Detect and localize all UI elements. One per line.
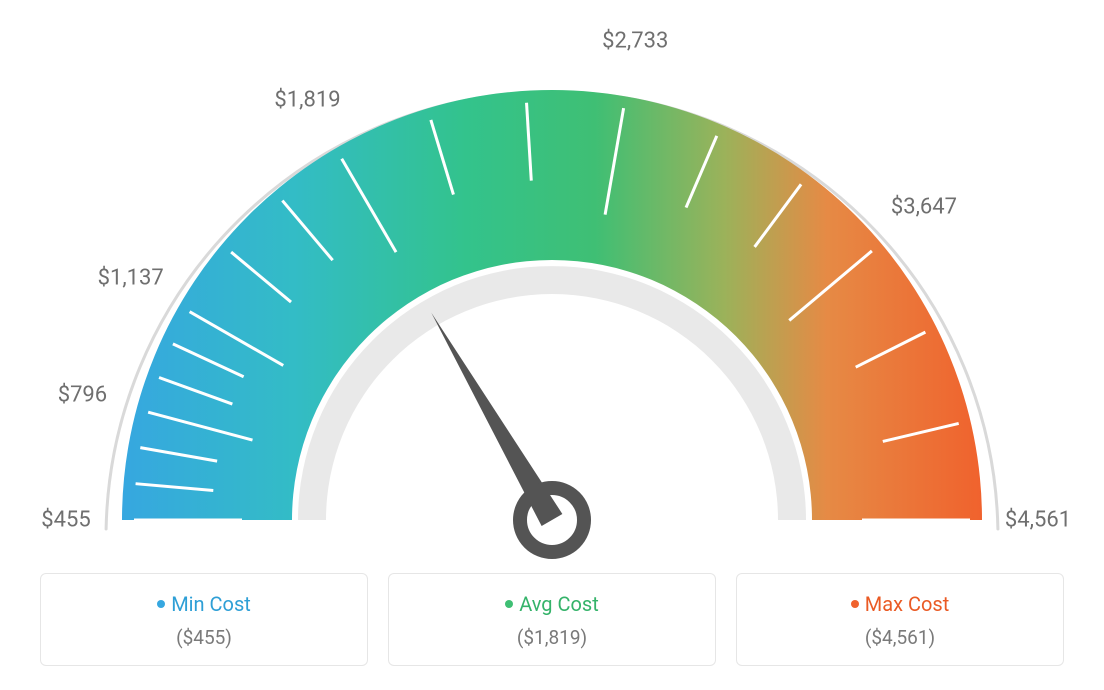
legend-title-text: Max Cost (865, 592, 950, 616)
legend-card-min: Min Cost ($455) (40, 573, 368, 666)
legend-dot-max (851, 600, 859, 608)
legend-dot-avg (505, 600, 513, 608)
gauge-tick-label: $455 (41, 508, 90, 533)
legend-card-avg: Avg Cost ($1,819) (388, 573, 716, 666)
gauge-tick-label: $1,819 (274, 87, 340, 112)
legend-value-max: ($4,561) (747, 626, 1053, 649)
gauge-tick-label: $1,137 (98, 265, 164, 290)
legend-title-text: Avg Cost (519, 592, 599, 616)
gauge-chart: $455 $796 $1,137 $1,819 $2,733 $3,647 $4,561 (0, 10, 1104, 570)
legend-title-max: Max Cost (747, 592, 1053, 616)
legend-card-max: Max Cost ($4,561) (736, 573, 1064, 666)
legend-value-avg: ($1,819) (399, 626, 705, 649)
legend-title-avg: Avg Cost (399, 592, 705, 616)
legend-title-text: Min Cost (171, 592, 251, 616)
legend-dot-min (157, 600, 165, 608)
legend-value-min: ($455) (51, 626, 357, 649)
gauge-tick-label: $796 (58, 382, 107, 407)
gauge-tick-label: $3,647 (891, 195, 957, 220)
legend-row: Min Cost ($455) Avg Cost ($1,819) Max Co… (40, 573, 1064, 666)
cost-gauge-widget: $455 $796 $1,137 $1,819 $2,733 $3,647 $4,561 M… (0, 0, 1104, 690)
gauge-tick-label: $2,733 (602, 29, 668, 54)
legend-title-min: Min Cost (51, 592, 357, 616)
gauge-tick-label: $4,561 (1005, 508, 1071, 533)
